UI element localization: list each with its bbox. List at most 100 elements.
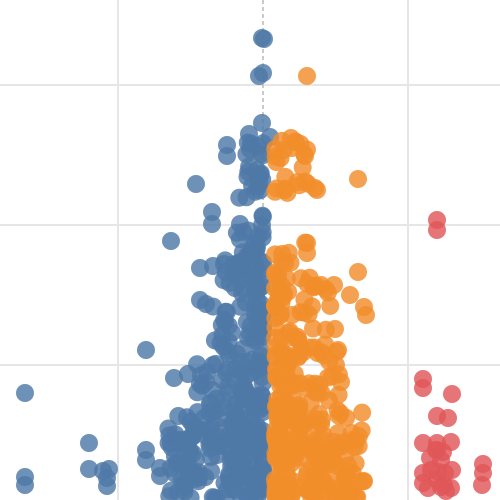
- data-point: [421, 449, 439, 467]
- data-point: [191, 259, 209, 277]
- data-point: [432, 478, 450, 496]
- data-point: [203, 488, 222, 500]
- data-point: [228, 407, 247, 426]
- data-point: [16, 476, 34, 494]
- data-point: [226, 279, 244, 297]
- data-point: [230, 188, 249, 207]
- data-point: [231, 297, 250, 316]
- data-point: [203, 215, 221, 233]
- data-point: [251, 341, 270, 359]
- data-point: [419, 479, 437, 497]
- data-point: [211, 334, 230, 352]
- data-point: [349, 427, 368, 446]
- data-point: [251, 270, 270, 289]
- data-point: [276, 430, 294, 449]
- data-point: [269, 266, 288, 285]
- data-point: [254, 64, 272, 82]
- data-point: [190, 420, 209, 439]
- data-point: [213, 418, 232, 437]
- data-point: [161, 481, 180, 500]
- data-point: [218, 136, 236, 154]
- data-point: [245, 456, 264, 475]
- data-point: [217, 363, 236, 382]
- data-point: [332, 373, 350, 391]
- data-point: [246, 240, 265, 259]
- data-point: [266, 309, 285, 327]
- data-point: [312, 276, 330, 294]
- data-point: [353, 403, 372, 422]
- data-point: [279, 351, 297, 370]
- data-point: [240, 157, 259, 176]
- data-point: [273, 252, 292, 271]
- data-point: [337, 408, 356, 427]
- points-layer: [16, 29, 492, 500]
- data-point: [428, 221, 446, 239]
- data-point: [341, 286, 359, 304]
- data-point: [197, 295, 215, 313]
- data-point: [202, 393, 221, 412]
- data-point: [242, 432, 261, 451]
- data-point: [228, 344, 246, 363]
- data-point: [187, 175, 205, 193]
- data-point: [439, 409, 457, 427]
- data-point: [298, 244, 316, 262]
- data-point: [252, 144, 271, 163]
- data-point: [253, 207, 272, 226]
- data-point: [298, 67, 316, 85]
- data-point: [325, 276, 343, 294]
- data-point: [301, 393, 320, 412]
- data-point: [232, 365, 251, 384]
- data-point: [326, 320, 344, 338]
- data-point: [327, 356, 345, 374]
- data-point: [268, 396, 287, 415]
- data-point: [266, 328, 285, 347]
- data-point: [232, 259, 250, 277]
- data-point: [334, 433, 352, 452]
- data-point: [246, 305, 265, 324]
- data-point: [288, 330, 307, 349]
- data-point: [169, 407, 188, 425]
- data-point: [252, 477, 271, 496]
- data-point: [305, 409, 324, 428]
- data-point: [162, 232, 180, 250]
- data-point: [306, 179, 324, 197]
- data-point: [151, 467, 169, 485]
- data-point: [348, 488, 367, 500]
- data-point: [191, 366, 210, 385]
- data-point: [283, 139, 301, 157]
- data-point: [98, 477, 116, 495]
- data-point: [238, 390, 257, 409]
- data-point: [301, 338, 319, 357]
- data-point: [310, 450, 329, 469]
- data-point: [349, 170, 367, 188]
- data-point: [204, 356, 222, 374]
- data-point: [190, 468, 208, 487]
- data-point: [304, 319, 322, 338]
- data-point: [357, 306, 375, 324]
- data-point: [80, 460, 98, 478]
- data-point: [253, 29, 271, 47]
- data-point: [137, 451, 155, 469]
- data-point: [240, 125, 258, 143]
- data-point: [310, 375, 329, 394]
- data-point: [16, 384, 34, 402]
- data-point: [443, 461, 461, 479]
- data-point: [165, 369, 183, 387]
- data-point: [473, 476, 491, 494]
- data-point: [287, 444, 306, 463]
- data-point: [179, 453, 198, 472]
- data-point: [275, 181, 294, 200]
- data-point: [301, 480, 320, 499]
- data-point: [443, 385, 461, 403]
- data-point: [303, 297, 321, 316]
- data-point: [298, 461, 317, 480]
- data-point: [215, 311, 234, 330]
- data-point: [349, 263, 367, 281]
- data-point: [231, 215, 249, 233]
- data-point: [321, 296, 340, 315]
- data-point: [202, 448, 220, 467]
- data-point: [253, 114, 271, 132]
- data-point: [223, 430, 242, 449]
- data-point: [284, 376, 303, 395]
